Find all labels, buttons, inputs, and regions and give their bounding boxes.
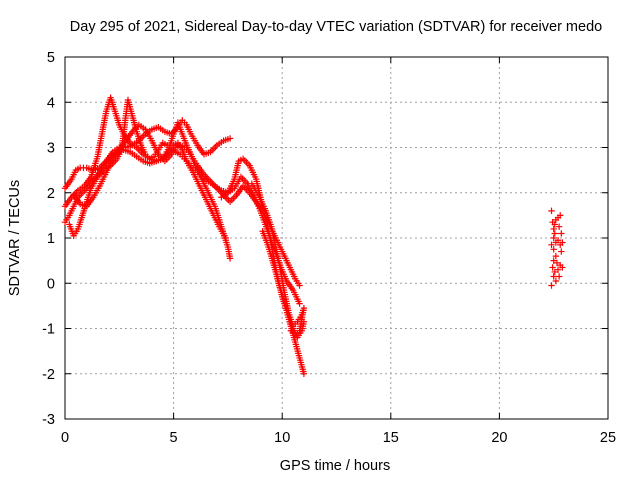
y-tick-label: 3 xyxy=(47,141,55,157)
data-point-marker xyxy=(548,241,555,248)
series-track-d xyxy=(61,117,234,192)
axis-ticks: 0 5 10 15 20 25 -3 -2 -1 0 1 2 3 4 5 xyxy=(42,50,616,446)
x-tick-label: 10 xyxy=(274,430,290,446)
data-point-marker xyxy=(549,264,556,271)
data-point-marker xyxy=(548,207,555,215)
x-tick-label: 0 xyxy=(61,430,69,446)
data-point-marker xyxy=(296,282,303,289)
grid xyxy=(65,57,608,419)
y-tick-label: -1 xyxy=(42,322,55,338)
data-point-marker xyxy=(550,273,557,280)
y-tick-label: 5 xyxy=(47,50,55,66)
series-track-f xyxy=(218,155,308,377)
chart-title: Day 295 of 2021, Sidereal Day-to-day VTE… xyxy=(70,19,602,35)
series-track-h xyxy=(259,228,308,341)
y-tick-label: 0 xyxy=(47,276,55,292)
x-axis-label: GPS time / hours xyxy=(280,458,390,474)
data-point-marker xyxy=(550,234,557,242)
data-point-marker xyxy=(558,248,565,255)
data-point-marker xyxy=(554,266,562,273)
data-point-marker xyxy=(296,300,303,307)
y-tick-label: 2 xyxy=(47,186,55,202)
y-tick-label: -3 xyxy=(42,412,55,428)
data-point-marker xyxy=(552,277,560,285)
y-tick-label: 4 xyxy=(47,95,55,111)
data-point-marker xyxy=(557,212,564,219)
data-point-marker xyxy=(559,239,566,246)
data-point-marker xyxy=(551,268,558,276)
data-point-marker xyxy=(226,255,234,262)
data-point-marker xyxy=(553,259,561,267)
data-point-marker xyxy=(558,230,565,237)
data-point-marker xyxy=(550,225,557,233)
data-point-marker xyxy=(548,282,555,289)
x-tick-label: 25 xyxy=(600,430,616,446)
x-tick-label: 20 xyxy=(491,430,507,446)
data-point-marker xyxy=(551,230,558,237)
x-tick-label: 15 xyxy=(383,430,399,446)
y-tick-label: -2 xyxy=(42,367,55,383)
data-point-marker xyxy=(550,257,557,264)
data-point-marker xyxy=(559,264,566,271)
data-point-marker xyxy=(555,223,563,230)
y-tick-label: 1 xyxy=(47,231,55,247)
series-late-cluster xyxy=(548,207,566,289)
data-point-marker xyxy=(300,318,308,325)
x-tick-label: 5 xyxy=(170,430,178,446)
data-point-marker xyxy=(226,135,234,142)
y-axis-label: SDTVAR / TECUs xyxy=(7,180,23,296)
data-point-marker xyxy=(552,252,560,260)
data-point-marker xyxy=(551,221,558,228)
series-track-e xyxy=(70,121,303,289)
data-point-marker xyxy=(550,246,557,253)
data-point-marker xyxy=(555,273,563,280)
series-track-c xyxy=(66,96,303,307)
data-points xyxy=(61,94,566,377)
data-point-marker xyxy=(554,237,562,244)
data-point-marker xyxy=(300,370,308,377)
